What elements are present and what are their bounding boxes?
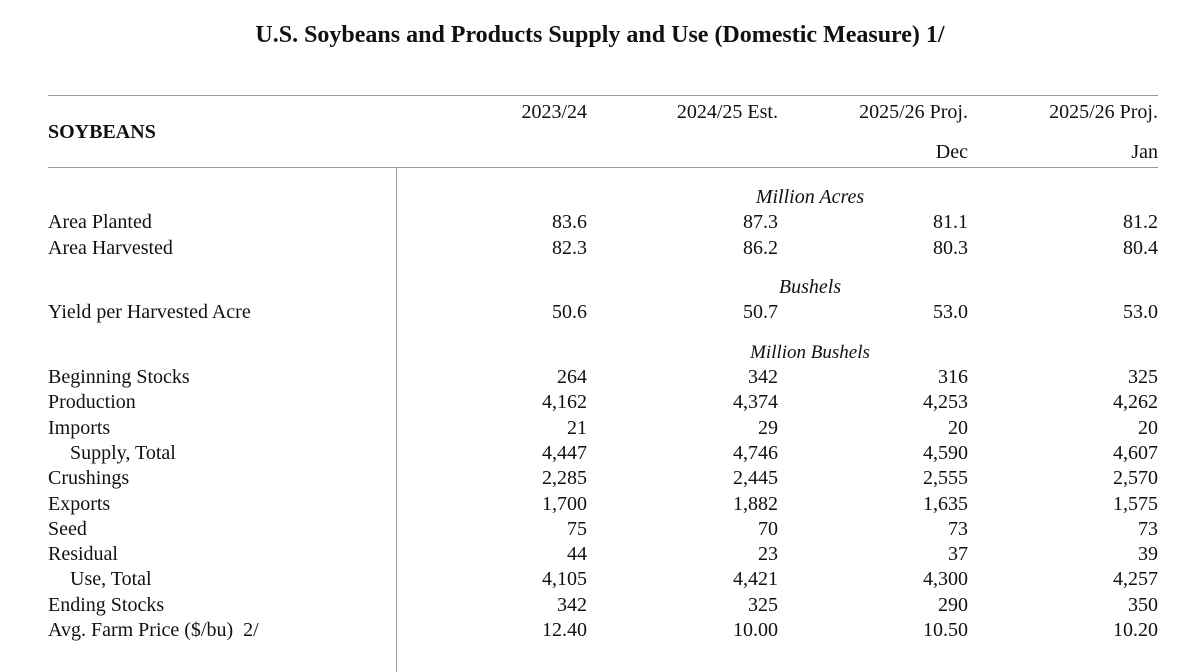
table-cell: 12.40 (542, 619, 587, 641)
column-header-2025-26-proj-jan: 2025/26 Proj. (1049, 101, 1158, 123)
table-cell: 20 (948, 417, 968, 439)
table-cell: 316 (938, 366, 968, 388)
table-cell: 53.0 (1123, 301, 1158, 323)
table-cell: 4,105 (542, 568, 587, 590)
table-cell: 39 (1138, 543, 1158, 565)
table-cell: 73 (1138, 518, 1158, 540)
table-cell: 4,257 (1113, 568, 1158, 590)
table-cell: 350 (1128, 594, 1158, 616)
table-cell: 50.6 (552, 301, 587, 323)
table-cell: 4,300 (923, 568, 968, 590)
header-top-rule (48, 95, 1158, 96)
header-bottom-rule (48, 167, 1158, 168)
table-cell: 37 (948, 543, 968, 565)
row-label-avg-farm-price: Avg. Farm Price ($/bu) 2/ (48, 619, 259, 641)
unit-label-million-acres: Million Acres (755, 186, 865, 208)
table-cell: 4,162 (542, 391, 587, 413)
table-title: U.S. Soybeans and Products Supply and Us… (255, 22, 945, 48)
row-label-crushings: Crushings (48, 467, 130, 489)
table-cell: 264 (557, 366, 587, 388)
table-cell: 81.1 (933, 211, 968, 233)
table-cell: 4,590 (923, 442, 968, 464)
column-header-2025-26-proj-dec: 2025/26 Proj. (859, 101, 968, 123)
table-cell: 2,570 (1113, 467, 1158, 489)
table-cell: 80.3 (933, 237, 968, 259)
table-cell: 44 (567, 543, 587, 565)
table-cell: 290 (938, 594, 968, 616)
table-cell: 1,575 (1113, 493, 1158, 515)
column-header-2024-25-est: 2024/25 Est. (676, 101, 778, 123)
label-column-divider (396, 168, 397, 672)
table-cell: 1,635 (923, 493, 968, 515)
table-cell: 75 (567, 518, 587, 540)
table-cell: 20 (1138, 417, 1158, 439)
row-label-residual: Residual (48, 543, 118, 565)
table-cell: 4,374 (733, 391, 778, 413)
table-cell: 70 (758, 518, 778, 540)
table-cell: 2,555 (923, 467, 968, 489)
table-cell: 325 (1128, 366, 1158, 388)
column-subheader-jan: Jan (1131, 141, 1158, 163)
table-cell: 4,253 (923, 391, 968, 413)
table-cell: 4,421 (733, 568, 778, 590)
column-subheader-dec: Dec (935, 141, 968, 163)
table-cell: 86.2 (743, 237, 778, 259)
unit-label-bushels: Bushels (778, 276, 842, 298)
row-label-exports: Exports (48, 493, 111, 515)
column-header-2023-24: 2023/24 (521, 101, 587, 123)
table-cell: 53.0 (933, 301, 968, 323)
table-cell: 82.3 (552, 237, 587, 259)
table-cell: 50.7 (743, 301, 778, 323)
row-label-ending-stocks: Ending Stocks (48, 594, 165, 616)
table-cell: 10.50 (923, 619, 968, 641)
row-label-area-planted: Area Planted (48, 211, 152, 233)
row-label-use-total: Use, Total (70, 568, 152, 590)
table-cell: 21 (567, 417, 587, 439)
row-label-supply-total: Supply, Total (70, 442, 176, 464)
table-cell: 29 (758, 417, 778, 439)
table-cell: 342 (748, 366, 778, 388)
table-cell: 4,746 (733, 442, 778, 464)
table-cell: 325 (748, 594, 778, 616)
row-label-imports: Imports (48, 417, 111, 439)
table-cell: 4,262 (1113, 391, 1158, 413)
unit-label-million-bushels: Million Bushels (750, 342, 870, 363)
table-cell: 73 (948, 518, 968, 540)
table-cell: 342 (557, 594, 587, 616)
table-cell: 10.20 (1113, 619, 1158, 641)
table-cell: 10.00 (733, 619, 778, 641)
row-label-yield: Yield per Harvested Acre (48, 301, 251, 323)
table-cell: 2,285 (542, 467, 587, 489)
table-cell: 2,445 (733, 467, 778, 489)
table-cell: 87.3 (743, 211, 778, 233)
table-cell: 81.2 (1123, 211, 1158, 233)
table-cell: 80.4 (1123, 237, 1158, 259)
table-cell: 83.6 (552, 211, 587, 233)
row-label-production: Production (48, 391, 136, 413)
section-label-soybeans: SOYBEANS (48, 121, 156, 143)
table-cell: 1,700 (542, 493, 587, 515)
row-label-area-harvested: Area Harvested (48, 237, 173, 259)
row-label-beginning-stocks: Beginning Stocks (48, 366, 190, 388)
table-cell: 1,882 (733, 493, 778, 515)
table-cell: 23 (758, 543, 778, 565)
row-label-seed: Seed (48, 518, 87, 540)
table-cell: 4,607 (1113, 442, 1158, 464)
table-cell: 4,447 (542, 442, 587, 464)
